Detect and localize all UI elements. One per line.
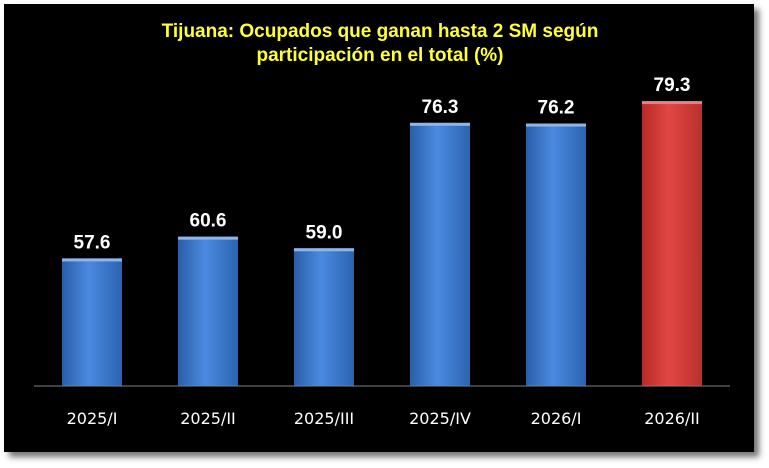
bar-top-highlight-1 <box>62 258 122 262</box>
x-tick-label-1: 2025/I <box>67 409 118 428</box>
bar-5 <box>526 123 586 387</box>
value-labels-group: 57.6 60.6 59.0 76.3 76.2 79.3 <box>74 75 691 253</box>
value-label-6: 79.3 <box>654 75 691 96</box>
value-label-3: 59.0 <box>306 222 343 243</box>
bar-6 <box>642 101 702 386</box>
chart-title-line-2: participación en el total (%) <box>256 45 504 66</box>
chart-title: Tijuana: Ocupados que ganan hasta 2 SM s… <box>0 20 760 68</box>
chart-title-line-1: Tijuana: Ocupados que ganan hasta 2 SM s… <box>161 21 599 42</box>
x-tick-label-3: 2025/III <box>294 409 354 428</box>
chart-frame <box>4 4 754 452</box>
value-label-2: 60.6 <box>190 211 227 232</box>
bar-2 <box>178 236 238 386</box>
bar-3 <box>294 248 354 386</box>
x-tick-label-4: 2025/IV <box>409 409 471 428</box>
bar-top-highlight-6 <box>642 101 702 105</box>
x-tick-labels-group: 2025/I 2025/II 2025/III 2025/IV 2026/I 2026/I… <box>67 409 700 428</box>
bar-1 <box>62 258 122 386</box>
bar-top-highlight-3 <box>294 248 354 252</box>
bar-top-highlight-5 <box>526 123 586 127</box>
x-tick-label-2: 2025/II <box>180 409 236 428</box>
bars-group <box>62 101 702 387</box>
x-tick-label-5: 2026/I <box>531 409 582 428</box>
value-label-5: 76.2 <box>538 98 575 119</box>
x-tick-label-6: 2026/II <box>644 409 700 428</box>
bar-top-highlight-4 <box>410 122 470 126</box>
bar-4 <box>410 122 470 386</box>
value-label-4: 76.3 <box>422 97 459 118</box>
value-label-1: 57.6 <box>74 232 111 253</box>
bar-top-highlight-2 <box>178 236 238 240</box>
